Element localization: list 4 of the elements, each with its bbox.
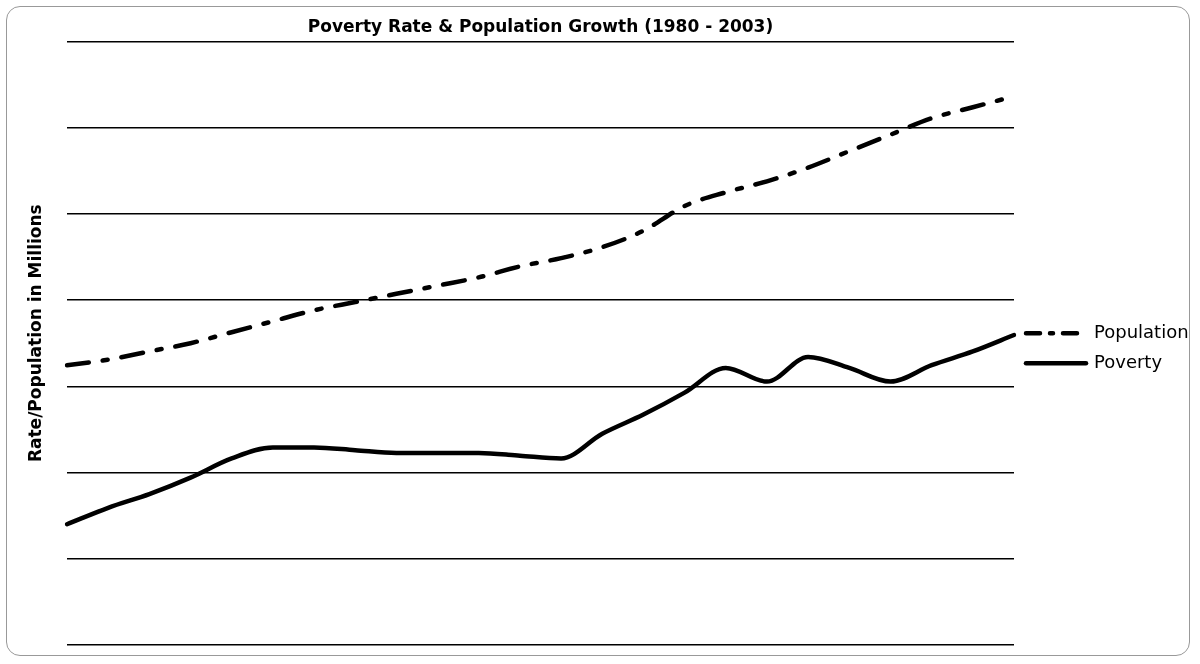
chart-title: Poverty Rate & Population Growth (1980 - 2003) (307, 15, 774, 36)
legend-label: Poverty (1094, 350, 1163, 372)
y-axis-title: Rate/Population in Millions (25, 204, 46, 463)
legend-label: Population (1094, 320, 1189, 342)
